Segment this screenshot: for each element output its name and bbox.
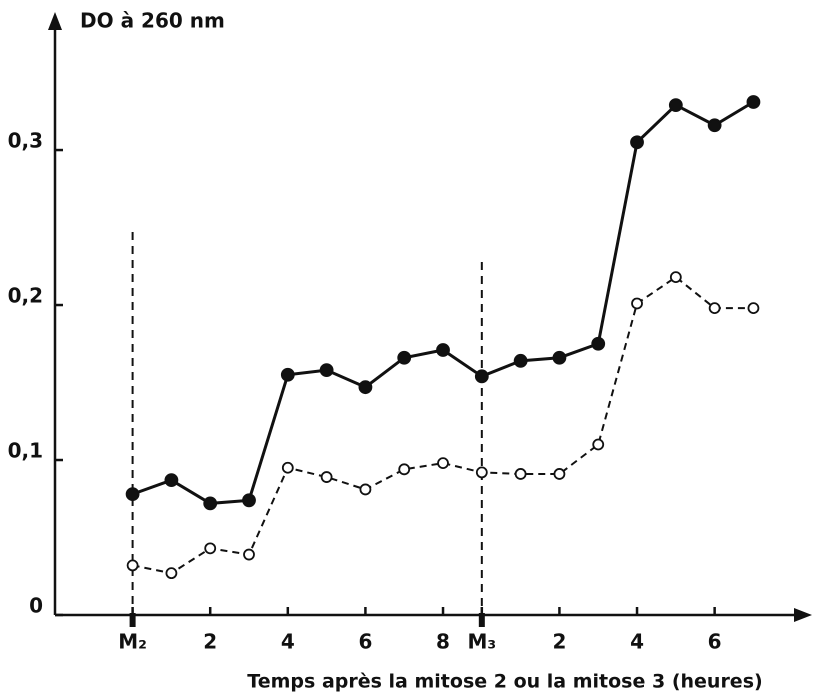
data-point [280,367,295,382]
data-point [436,343,450,357]
x-tick-label: 6 [708,630,722,654]
data-point [397,350,412,365]
series-line [132,100,755,505]
data-point [475,466,488,479]
x-axis-title: Temps après la mitose 2 ou la mitose 3 (… [247,671,762,693]
x-tick-label: M₂ [118,630,147,654]
data-point [437,457,449,470]
data-point [243,548,255,561]
data-point [707,118,722,133]
x-axis-arrow [794,608,812,622]
data-point [631,297,643,310]
data-point [281,461,294,474]
y-axis-arrow [48,12,62,30]
data-point [204,542,217,555]
data-point [669,271,682,284]
data-point [513,353,528,368]
data-point [164,473,179,488]
y-axis-title: DO à 260 nm [80,9,225,33]
x-tick-label: 4 [630,630,644,654]
data-point [592,438,605,451]
mitosis-marker [129,613,136,627]
data-point [591,336,606,351]
data-point [398,463,411,476]
data-point [242,493,256,508]
y-tick-label: 0,3 [8,129,43,153]
x-tick-label: 6 [358,630,372,654]
data-point [708,302,721,315]
data-point [125,487,140,502]
y-tick-label: 0 [29,594,43,618]
x-tick-label: M₃ [467,630,496,654]
data-point [747,302,760,315]
x-tick-label: 2 [203,630,217,654]
x-tick-label: 4 [281,630,295,654]
data-point [319,363,334,378]
data-point [630,135,644,150]
data-point [165,567,178,580]
data-point [514,468,527,480]
data-point [320,471,333,483]
x-tick-label: 8 [436,630,450,654]
series-line [132,275,754,575]
data-point [552,350,567,365]
data-point [358,380,373,395]
mitosis-marker [478,613,485,627]
data-point [553,468,566,480]
data-point [126,559,139,572]
data-point [746,95,761,109]
data-point [668,98,683,112]
x-tick-label: 2 [552,630,566,654]
data-point [203,496,218,511]
data-point [359,483,372,496]
data-point [474,369,489,384]
y-tick-label: 0,2 [8,284,43,308]
y-tick-label: 0,1 [8,439,43,463]
